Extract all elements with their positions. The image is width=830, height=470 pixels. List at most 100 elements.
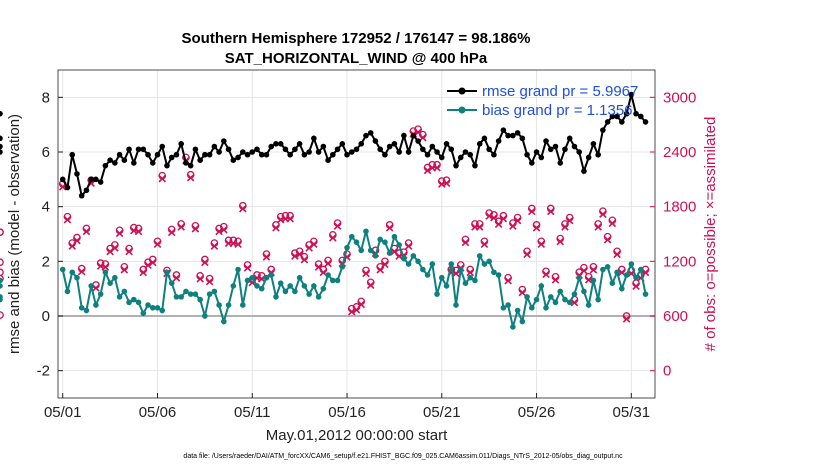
bias-point <box>367 247 374 254</box>
rmse-point <box>325 157 331 163</box>
bias-point <box>206 291 213 297</box>
left-axis: -2 0 2 4 6 8 <box>37 89 63 380</box>
rmse-point <box>102 162 109 169</box>
bias-point <box>405 261 412 267</box>
rmse-point <box>249 149 256 155</box>
rmse-point <box>500 127 507 133</box>
obs-assimilated-marker <box>73 236 81 245</box>
obs-assimilated-marker <box>329 234 337 242</box>
bias-point <box>623 272 630 278</box>
bias-point <box>566 299 573 306</box>
bias-point <box>595 296 601 303</box>
bias-point <box>164 269 170 276</box>
rmse-point <box>386 143 393 150</box>
bias-point <box>514 307 521 314</box>
x-tick-label: 05/11 <box>234 404 270 421</box>
rmse-point <box>642 119 649 125</box>
rmse-point <box>74 171 80 177</box>
rmse-point <box>0 149 3 155</box>
bias-point <box>495 272 502 278</box>
rmse-point <box>401 132 407 139</box>
rmse-point <box>277 141 284 147</box>
rmse-point <box>315 149 322 155</box>
bias-point <box>292 288 298 295</box>
obs-assimilated-marker <box>475 223 484 231</box>
obs-count-series <box>0 126 650 323</box>
bias-point <box>633 274 639 281</box>
bias-point <box>486 258 492 265</box>
chart-title: Southern Hemisphere 172952 / 176147 = 98… <box>182 30 531 47</box>
rmse-point <box>462 149 469 155</box>
obs-assimilated-marker <box>234 240 242 249</box>
rmse-point <box>131 160 137 166</box>
bias-point <box>420 266 426 273</box>
rmse-series <box>0 91 649 199</box>
bias-point <box>126 299 132 306</box>
rmse-point <box>121 157 128 163</box>
bias-point <box>538 283 545 289</box>
bias-point <box>93 302 99 308</box>
obs-assimilated-marker <box>603 235 612 244</box>
bias-point <box>334 277 341 284</box>
rmse-point <box>363 132 369 139</box>
bias-point <box>571 291 578 297</box>
bias-point <box>325 272 331 278</box>
bias-point <box>443 283 450 289</box>
y-right-tick-label: 3000 <box>663 89 696 106</box>
obs-assimilated-marker <box>532 224 541 232</box>
x-tick-label: 05/06 <box>139 404 177 421</box>
obs-assimilated-marker <box>139 268 148 277</box>
rmse-point <box>533 149 540 155</box>
rmse-point <box>235 154 241 161</box>
bias-point <box>112 274 118 281</box>
bias-point <box>476 253 483 259</box>
obs-assimilated-marker <box>542 270 550 279</box>
y-axis-label: rmse and bias (model - observation) <box>6 114 23 354</box>
obs-assimilated-marker <box>286 215 294 223</box>
obs-possible-marker <box>0 268 4 277</box>
obs-assimilated-marker <box>613 250 621 259</box>
obs-assimilated-marker <box>310 240 318 249</box>
rmse-point <box>538 154 545 161</box>
bias-point <box>97 291 104 297</box>
bias-point <box>78 305 85 311</box>
obs-assimilated-marker <box>144 261 152 270</box>
bias-point <box>401 255 407 262</box>
obs-assimilated-marker <box>513 216 522 225</box>
rmse-point <box>178 141 184 147</box>
bias-point <box>519 318 526 325</box>
rmse-point <box>112 160 118 166</box>
obs-assimilated-marker <box>404 242 413 250</box>
bias-point <box>533 296 540 303</box>
rmse-point <box>258 151 265 158</box>
bias-point <box>273 294 279 300</box>
bias-point <box>221 318 227 325</box>
rmse-point <box>282 146 289 153</box>
obs-assimilated-marker <box>111 244 119 252</box>
rmse-point <box>514 130 521 136</box>
rmse-point <box>239 149 246 155</box>
obs-assimilated-marker <box>433 163 441 172</box>
bias-point <box>481 261 488 267</box>
rmse-point <box>457 154 464 161</box>
bias-point <box>543 305 549 311</box>
bias-point <box>524 294 530 300</box>
rmse-point <box>614 113 620 120</box>
rmse-point <box>600 127 606 133</box>
bias-point <box>500 305 507 311</box>
bias-point <box>628 261 635 267</box>
rmse-point <box>334 146 341 153</box>
bias-point <box>590 277 597 284</box>
bias-point <box>547 294 554 300</box>
rmse-point <box>595 151 601 158</box>
bias-point <box>116 294 123 300</box>
rmse-point <box>344 151 350 158</box>
obs-assimilated-marker <box>324 259 332 268</box>
obs-assimilated-marker <box>499 215 508 223</box>
bias-point <box>386 250 393 256</box>
bias-point <box>135 299 142 306</box>
rmse-point <box>116 151 123 158</box>
legend-bias-marker <box>458 106 466 114</box>
bias-point <box>562 296 568 303</box>
obs-assimilated-marker <box>580 266 588 275</box>
